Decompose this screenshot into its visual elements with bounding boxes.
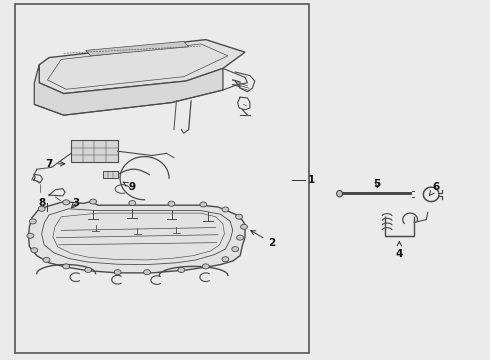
Circle shape [38, 206, 45, 211]
Circle shape [90, 199, 97, 204]
Text: 2: 2 [251, 230, 275, 248]
Text: 8: 8 [38, 198, 45, 208]
Circle shape [200, 202, 207, 207]
Circle shape [232, 247, 239, 252]
Text: 9: 9 [123, 182, 136, 192]
Polygon shape [86, 41, 189, 56]
Polygon shape [39, 40, 245, 94]
Text: 3: 3 [73, 198, 79, 208]
Circle shape [168, 201, 175, 206]
Bar [15, 4, 309, 353]
Circle shape [222, 207, 229, 212]
Circle shape [236, 214, 243, 219]
Circle shape [237, 235, 244, 240]
Circle shape [222, 257, 229, 262]
Circle shape [114, 270, 121, 275]
Text: 1: 1 [308, 175, 315, 185]
Circle shape [178, 267, 185, 273]
Circle shape [85, 267, 92, 273]
Circle shape [129, 201, 136, 206]
Circle shape [202, 264, 209, 269]
Circle shape [63, 264, 70, 269]
Text: 4: 4 [395, 242, 403, 259]
Polygon shape [34, 65, 223, 115]
Circle shape [29, 219, 36, 224]
Text: 6: 6 [429, 182, 440, 195]
Ellipse shape [337, 190, 343, 197]
Bar [71, 140, 118, 162]
Text: 7: 7 [45, 159, 65, 169]
Circle shape [144, 270, 150, 275]
Text: 5: 5 [374, 179, 381, 189]
Circle shape [31, 248, 38, 253]
Circle shape [27, 233, 34, 238]
FancyArrow shape [338, 192, 412, 195]
Circle shape [43, 257, 50, 262]
Circle shape [63, 200, 70, 205]
Bar [103, 171, 118, 178]
Polygon shape [28, 202, 245, 273]
Circle shape [241, 224, 247, 229]
